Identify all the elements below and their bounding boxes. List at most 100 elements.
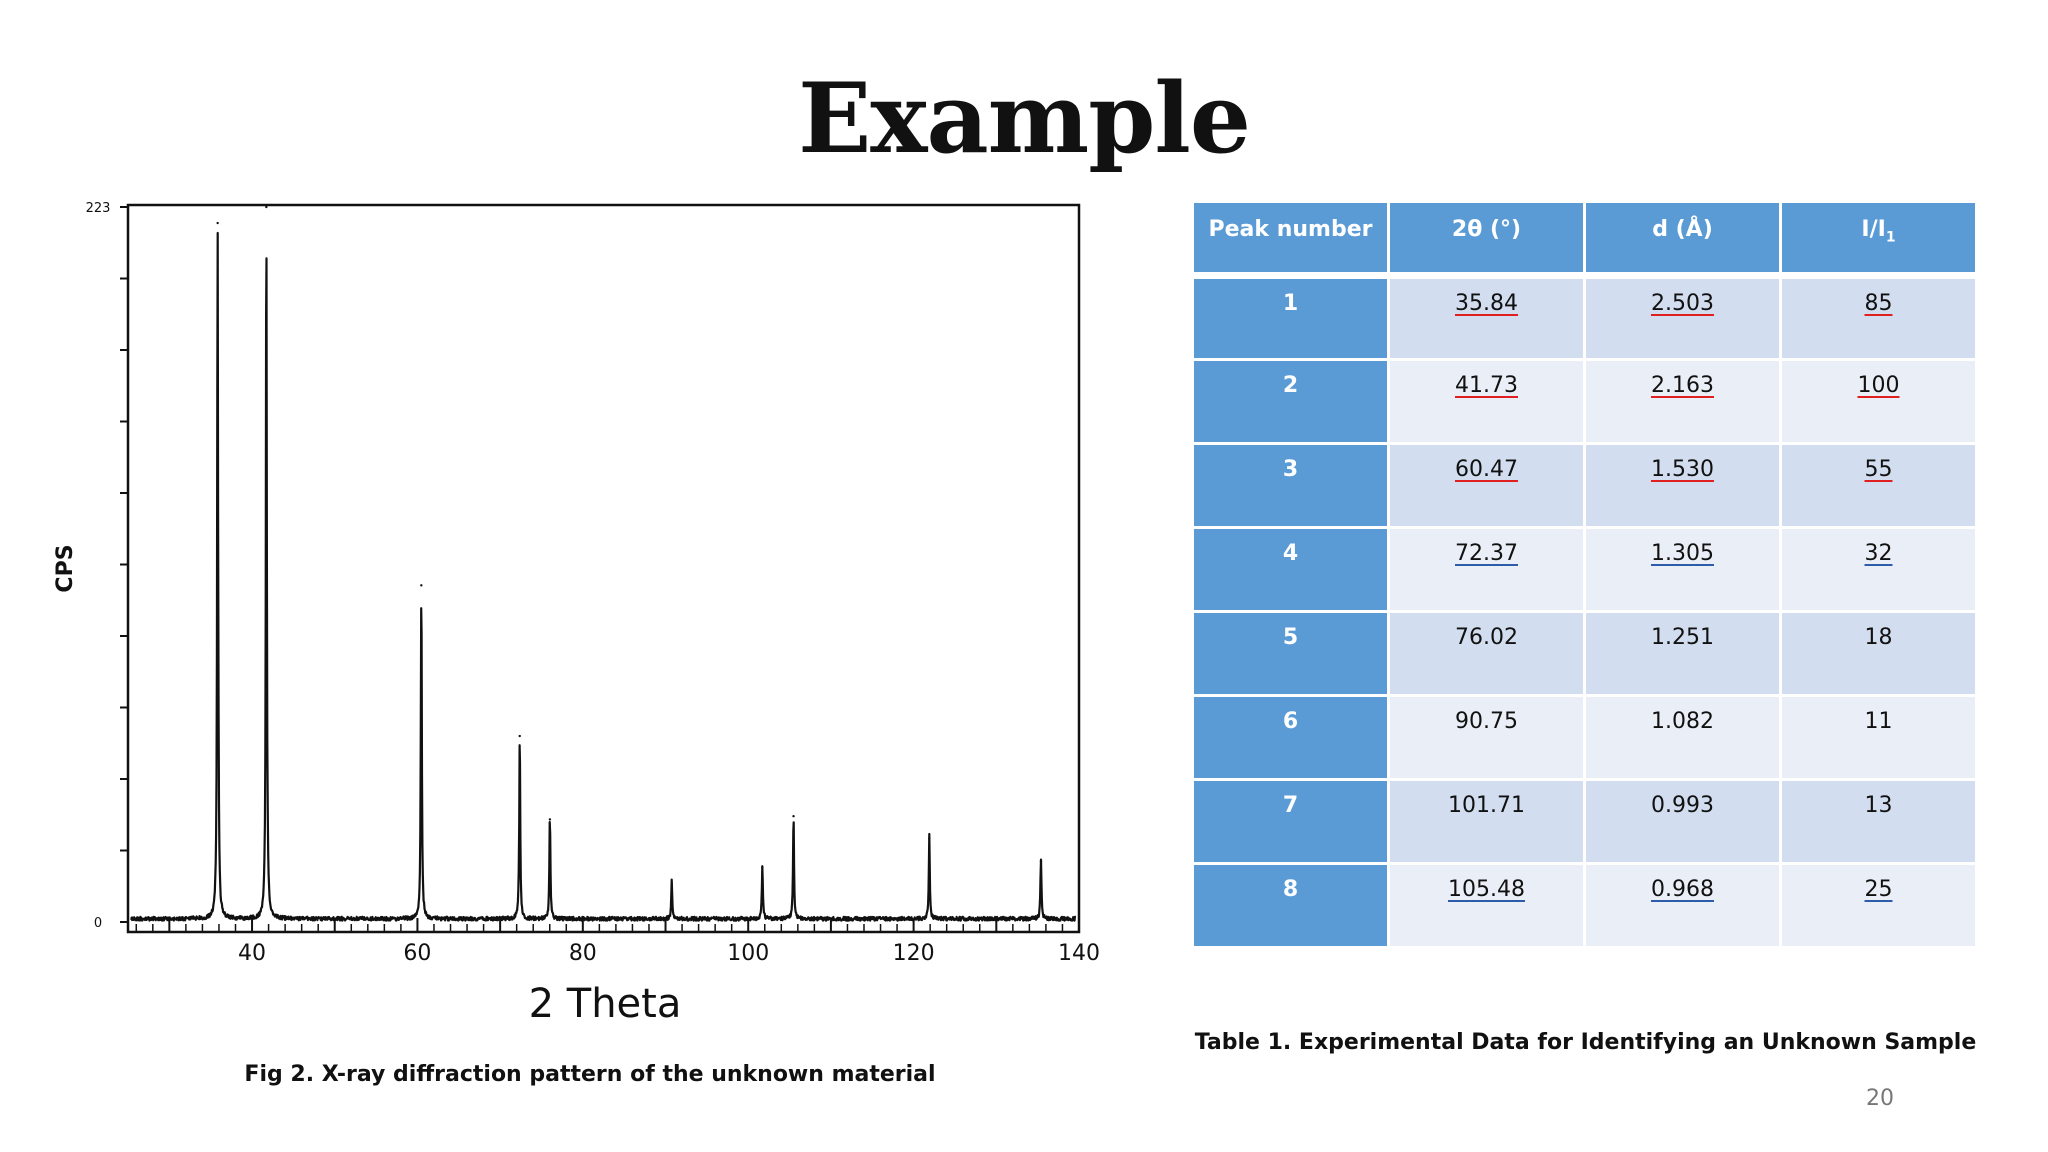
cell-peak-number: 5	[1191, 610, 1390, 697]
table-row: 8 105.48 0.968 25	[1191, 862, 1978, 949]
table-header-row: Peak number 2θ (°) d (Å) I/I1	[1191, 200, 1978, 277]
header-d-spacing: d (Å)	[1583, 200, 1782, 277]
cell-peak-number: 2	[1191, 358, 1390, 445]
slide-title: Example	[798, 62, 1251, 175]
x-tick-label: 40	[238, 941, 266, 966]
cell-peak-number-text: 8	[1282, 877, 1299, 902]
cell-intensity: 100	[1779, 358, 1978, 445]
cell-d-spacing-text: 1.530	[1651, 457, 1714, 482]
cell-d-spacing: 1.530	[1583, 442, 1782, 529]
peak-point	[420, 584, 423, 587]
cell-intensity-text: 18	[1864, 625, 1893, 650]
table-row: 6 90.75 1.082 11	[1191, 694, 1978, 781]
table-row: 2 41.73 2.163 100	[1191, 358, 1978, 445]
table-row: 5 76.02 1.251 18	[1191, 610, 1978, 697]
cell-peak-number-text: 7	[1282, 793, 1299, 818]
cell-d-spacing: 1.305	[1583, 526, 1782, 613]
cell-two-theta: 35.84	[1387, 274, 1586, 361]
cell-d-spacing: 2.163	[1583, 358, 1782, 445]
cell-intensity: 11	[1779, 694, 1978, 781]
cell-peak-number: 8	[1191, 862, 1390, 949]
cell-peak-number: 7	[1191, 778, 1390, 865]
cell-peak-number: 3	[1191, 442, 1390, 529]
cell-two-theta-text: 72.37	[1455, 541, 1518, 566]
cell-two-theta: 41.73	[1387, 358, 1586, 445]
cell-d-spacing-text: 0.968	[1651, 877, 1714, 902]
diffraction-pattern-line	[130, 231, 1077, 922]
cell-peak-number: 4	[1191, 526, 1390, 613]
cell-peak-number-text: 1	[1282, 291, 1299, 316]
x-tick-label: 60	[403, 941, 431, 966]
header-intensity-label: I/I	[1861, 217, 1886, 242]
xrd-pattern-chart: 0 223 CPS 40 60 80 100 120 140 2 Theta	[53, 201, 1100, 1027]
header-intensity: I/I1	[1779, 200, 1978, 277]
cell-intensity-text: 100	[1857, 373, 1900, 398]
header-peak-number: Peak number	[1191, 200, 1390, 277]
cell-intensity: 85	[1779, 274, 1978, 361]
cell-two-theta: 60.47	[1387, 442, 1586, 529]
cell-two-theta: 105.48	[1387, 862, 1586, 949]
cell-d-spacing-text: 0.993	[1651, 793, 1714, 818]
peak-data-table-wrapper: Peak number 2θ (°) d (Å) I/I1 1 35.84 2.50…	[1191, 200, 1978, 949]
cell-peak-number-text: 4	[1282, 541, 1299, 566]
cell-intensity-text: 55	[1864, 457, 1893, 482]
cell-peak-number-text: 6	[1282, 709, 1299, 734]
cell-intensity: 32	[1779, 526, 1978, 613]
table-row: 4 72.37 1.305 32	[1191, 526, 1978, 613]
cell-intensity: 13	[1779, 778, 1978, 865]
table-row: 7 101.71 0.993 13	[1191, 778, 1978, 865]
cell-intensity-text: 13	[1864, 793, 1893, 818]
x-tick-label: 100	[727, 941, 769, 966]
cell-two-theta-text: 60.47	[1455, 457, 1518, 482]
cell-intensity: 25	[1779, 862, 1978, 949]
figure-caption: Fig 2. X-ray diffraction pattern of the …	[244, 1062, 936, 1087]
cell-d-spacing-text: 1.251	[1651, 625, 1714, 650]
cell-d-spacing-text: 2.163	[1651, 373, 1714, 398]
cell-intensity-text: 85	[1864, 291, 1893, 316]
peak-point	[518, 734, 521, 738]
cell-intensity-text: 32	[1864, 541, 1893, 566]
cell-two-theta: 101.71	[1387, 778, 1586, 865]
cell-d-spacing-text: 2.503	[1651, 291, 1714, 316]
cell-two-theta-text: 101.71	[1448, 793, 1525, 818]
table-caption: Table 1. Experimental Data for Identifyi…	[1194, 1030, 1977, 1055]
x-tick-label: 120	[893, 941, 935, 966]
cell-d-spacing: 0.993	[1583, 778, 1782, 865]
cell-intensity: 55	[1779, 442, 1978, 529]
table-row: 1 35.84 2.503 85	[1191, 274, 1978, 361]
plot-frame	[126, 203, 1081, 934]
cell-two-theta: 72.37	[1387, 526, 1586, 613]
peak-point	[928, 837, 931, 840]
y-tick-label: 223	[86, 201, 111, 216]
cell-intensity-text: 25	[1864, 877, 1893, 902]
peak-point	[548, 818, 552, 821]
cell-two-theta: 90.75	[1387, 694, 1586, 781]
peak-point	[265, 205, 268, 209]
peak-point	[792, 814, 795, 818]
x-tick-label: 80	[569, 941, 597, 966]
table-row: 3 60.47 1.530 55	[1191, 442, 1978, 529]
peak-data-table: Peak number 2θ (°) d (Å) I/I1 1 35.84 2.50…	[1191, 200, 1978, 949]
cell-peak-number-text: 3	[1282, 457, 1299, 482]
cell-two-theta-text: 41.73	[1455, 373, 1518, 398]
cell-d-spacing-text: 1.305	[1651, 541, 1714, 566]
cell-two-theta-text: 76.02	[1455, 625, 1518, 650]
cell-two-theta-text: 105.48	[1448, 877, 1525, 902]
peak-point	[1039, 859, 1043, 863]
peak-point	[670, 882, 673, 885]
cell-peak-number: 6	[1191, 694, 1390, 781]
cell-two-theta-text: 35.84	[1455, 291, 1518, 316]
y-tick-label: 0	[94, 916, 102, 931]
cell-peak-number-text: 2	[1282, 373, 1299, 398]
x-tick-label: 140	[1058, 941, 1100, 966]
cell-d-spacing: 1.082	[1583, 694, 1782, 781]
header-two-theta: 2θ (°)	[1387, 200, 1586, 277]
cell-d-spacing: 2.503	[1583, 274, 1782, 361]
peak-point	[216, 221, 219, 225]
cell-two-theta-text: 90.75	[1455, 709, 1518, 734]
cell-intensity: 18	[1779, 610, 1978, 697]
cell-intensity-text: 11	[1864, 709, 1893, 734]
cell-d-spacing-text: 1.082	[1651, 709, 1714, 734]
cell-d-spacing: 1.251	[1583, 610, 1782, 697]
page-number: 20	[1866, 1086, 1894, 1111]
